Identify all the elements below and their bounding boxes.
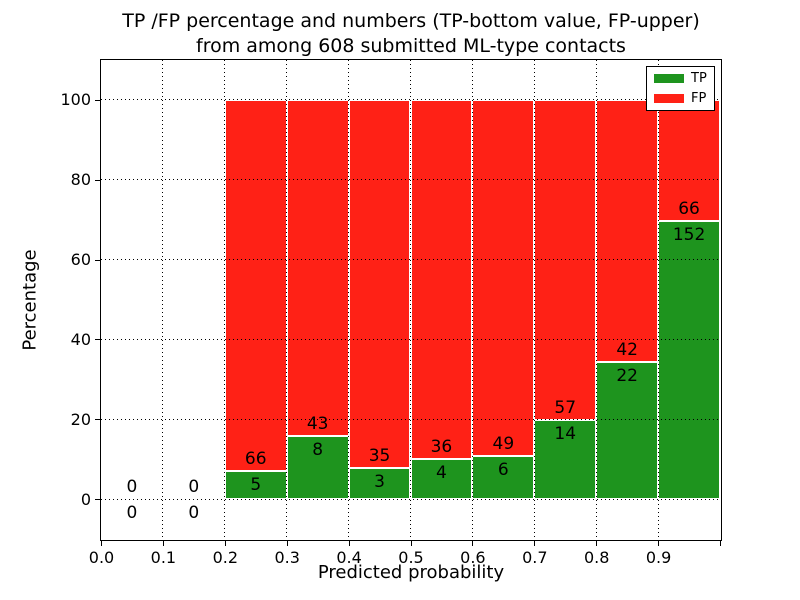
x-tick-label: 0.5 [398, 548, 424, 567]
fp-count-label: 49 [492, 433, 515, 454]
tp-count-label: 4 [436, 463, 447, 484]
tp-count-label: 5 [250, 474, 262, 495]
x-tick-mark [720, 541, 721, 546]
y-tick-label: 100 [60, 90, 91, 110]
plot-canvas: 0 0 0 0 66 5 43 8 35 3 36 4 49 6 57 14 42 22 66 152 [101, 60, 720, 539]
fp-count-label: 43 [306, 414, 329, 435]
vertical-gridline [471, 60, 473, 539]
x-tick-mark [658, 541, 660, 546]
fp-bar-segment [472, 99, 535, 456]
x-tick-label: 0.2 [212, 548, 239, 567]
x-tick-mark [348, 541, 350, 546]
legend-label-fp: FP [691, 90, 707, 106]
legend: TP FP [646, 66, 715, 111]
y-tick-mark [95, 419, 100, 421]
legend-row-tp: TP [647, 71, 714, 86]
chart-title-line1: TP /FP percentage and numbers (TP-bottom… [122, 10, 700, 32]
y-tick-label: 20 [70, 409, 91, 429]
x-tick-mark [410, 541, 412, 546]
y-tick-label: 40 [70, 329, 91, 349]
x-tick-mark [224, 541, 226, 546]
fp-bar-segment [410, 99, 473, 460]
tp-count-label: 6 [497, 459, 509, 480]
fp-bar-segment [224, 99, 287, 471]
fp-bar-segment [348, 99, 411, 468]
y-tick-label: 0 [80, 489, 91, 509]
fp-count-label: 66 [678, 198, 700, 219]
vertical-gridline [162, 60, 164, 539]
legend-label-tp: TP [691, 71, 707, 87]
x-tick-label: 0.4 [336, 548, 362, 567]
tp-bar-segment [224, 470, 287, 500]
vertical-gridline [533, 60, 535, 539]
chart-title-line2: from among 608 submitted ML-type contact… [196, 35, 626, 57]
tp-count-label: 0 [188, 503, 200, 524]
fp-color-swatch [654, 93, 684, 103]
x-tick-label: 0.6 [460, 548, 486, 567]
x-tick-label: 0.7 [522, 548, 548, 567]
x-tick-label: 0.3 [274, 548, 300, 567]
y-tick-mark [95, 499, 100, 501]
tp-count-label: 0 [126, 503, 138, 524]
vertical-gridline [286, 60, 288, 539]
x-tick-mark [101, 541, 102, 546]
fp-bar-segment [286, 99, 349, 437]
fp-count-label: 0 [126, 477, 138, 498]
x-tick-mark [162, 541, 164, 546]
tp-bar-segment [658, 220, 720, 500]
fp-count-label: 66 [244, 448, 267, 469]
x-tick-mark [534, 541, 536, 546]
fp-bar-segment [534, 99, 597, 421]
fp-count-label: 36 [430, 437, 453, 458]
y-axis-label: Percentage [19, 249, 41, 351]
x-axis-label: Predicted probability [317, 562, 505, 583]
tp-bar-segment [534, 420, 597, 500]
y-tick-mark [95, 99, 100, 101]
tp-count-label: 8 [312, 440, 324, 461]
vertical-gridline [348, 60, 350, 539]
legend-row-fp: FP [647, 91, 714, 106]
x-tick-label: 0.8 [583, 548, 610, 567]
vertical-gridline [224, 60, 226, 539]
y-tick-mark [95, 179, 100, 181]
vertical-gridline [657, 60, 659, 539]
tp-count-label: 152 [672, 224, 706, 245]
fp-count-label: 42 [616, 339, 638, 360]
vertical-gridline [595, 60, 597, 539]
fp-bar-segment [596, 99, 659, 362]
y-tick-label: 80 [70, 170, 91, 190]
y-tick-label: 60 [70, 250, 91, 270]
y-tick-mark [95, 339, 100, 341]
x-tick-mark [286, 541, 288, 546]
x-tick-mark [596, 541, 598, 546]
x-tick-mark [472, 541, 474, 546]
x-tick-label: 0.9 [645, 548, 672, 567]
x-tick-label: 0.1 [150, 548, 177, 567]
fp-count-label: 0 [188, 477, 200, 498]
tp-count-label: 3 [374, 471, 385, 492]
tp-count-label: 14 [554, 424, 577, 445]
plot-area: 0 0 0 0 66 5 43 8 35 3 36 4 49 6 57 14 42 22 66 152 [100, 59, 722, 541]
y-tick-mark [95, 259, 100, 261]
fp-count-label: 35 [368, 445, 391, 466]
tp-count-label: 22 [616, 365, 638, 386]
tp-color-swatch [654, 74, 684, 84]
vertical-gridline [410, 60, 411, 539]
fp-count-label: 57 [554, 398, 577, 419]
tp-bar-segment [286, 436, 349, 500]
chart-title: TP /FP percentage and numbers (TP-bottom… [100, 9, 722, 59]
x-tick-label: 0.0 [88, 548, 115, 567]
